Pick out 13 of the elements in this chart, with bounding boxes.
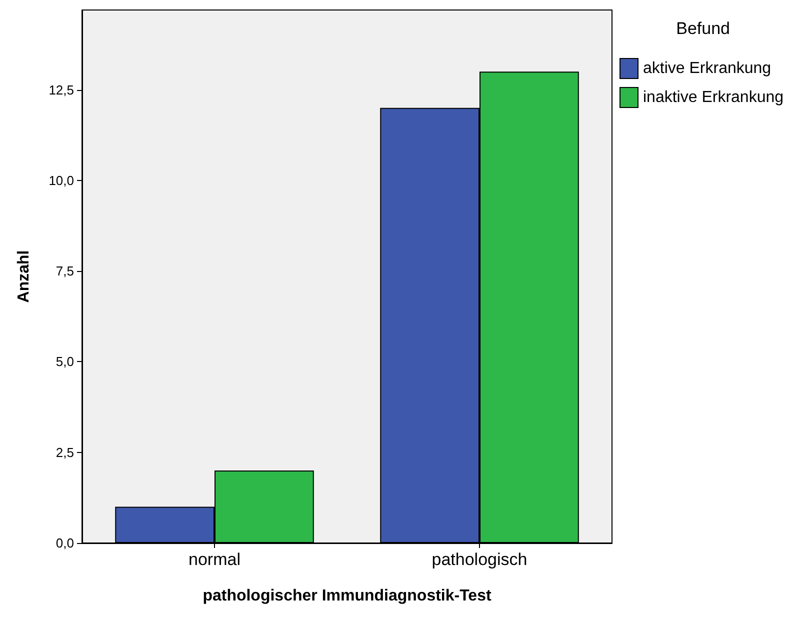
- legend-title: Befund: [676, 19, 730, 38]
- y-tick-label: 10,0: [48, 172, 74, 188]
- x-tick-label: pathologisch: [432, 550, 528, 569]
- y-tick-label: 2,5: [56, 444, 74, 460]
- y-tick-label: 7,5: [56, 264, 74, 279]
- y-axis-title: Anzahl: [16, 250, 32, 303]
- y-tick-label: 12,5: [48, 82, 74, 98]
- x-tick-label: normal: [188, 550, 240, 569]
- y-tick-label: 0,0: [56, 536, 74, 550]
- legend-label: inaktive Erkrankung: [643, 89, 784, 106]
- legend-label: aktive Erkrankung: [643, 60, 772, 77]
- y-tick-label: 5,0: [56, 354, 74, 370]
- x-axis-title: pathologischer Immundiagnostik-Test: [202, 588, 492, 604]
